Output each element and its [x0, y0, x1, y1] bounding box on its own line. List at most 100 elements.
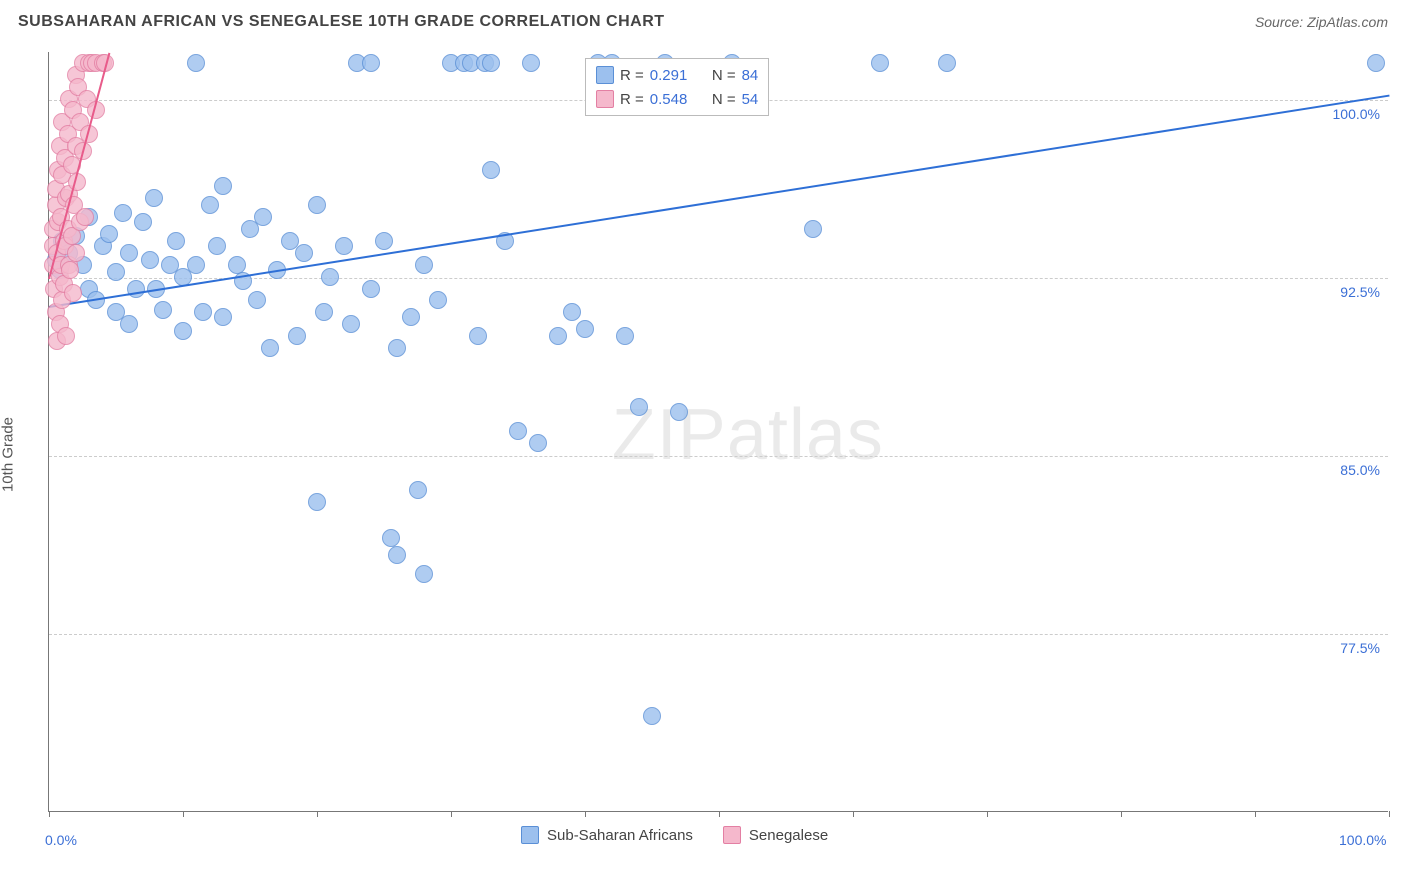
- source-name: ZipAtlas.com: [1307, 14, 1388, 30]
- scatter-point: [57, 327, 75, 345]
- legend-item: Sub-Saharan Africans: [521, 826, 693, 844]
- scatter-point: [429, 291, 447, 309]
- legend-label: Sub-Saharan Africans: [547, 827, 693, 844]
- scatter-point: [167, 232, 185, 250]
- x-tick-label: 0.0%: [45, 832, 77, 848]
- scatter-point: [76, 208, 94, 226]
- legend-label: Senegalese: [749, 827, 828, 844]
- scatter-point: [362, 280, 380, 298]
- scatter-point: [409, 481, 427, 499]
- scatter-point: [321, 268, 339, 286]
- scatter-point: [187, 54, 205, 72]
- x-tick: [317, 811, 318, 817]
- gridline: [49, 634, 1388, 635]
- scatter-point: [469, 327, 487, 345]
- legend-swatch: [596, 90, 614, 108]
- r-label: R =: [620, 91, 644, 108]
- source-prefix: Source:: [1255, 14, 1307, 30]
- x-tick: [853, 811, 854, 817]
- scatter-point: [382, 529, 400, 547]
- legend-swatch: [521, 826, 539, 844]
- x-tick: [1389, 811, 1390, 817]
- x-tick: [987, 811, 988, 817]
- x-tick: [719, 811, 720, 817]
- r-label: R =: [620, 67, 644, 84]
- scatter-point: [670, 403, 688, 421]
- scatter-point: [141, 251, 159, 269]
- scatter-point: [134, 213, 152, 231]
- scatter-plot-area: ZIPatlas 77.5%85.0%92.5%100.0%0.0%100.0%…: [48, 52, 1388, 812]
- scatter-point: [308, 493, 326, 511]
- scatter-point: [120, 244, 138, 262]
- scatter-point: [415, 565, 433, 583]
- scatter-point: [67, 244, 85, 262]
- legend-item: Senegalese: [723, 826, 828, 844]
- scatter-point: [1367, 54, 1385, 72]
- scatter-point: [254, 208, 272, 226]
- scatter-point: [174, 322, 192, 340]
- scatter-point: [563, 303, 581, 321]
- n-value: 54: [742, 91, 759, 108]
- scatter-point: [201, 196, 219, 214]
- trend-line: [49, 95, 1389, 308]
- scatter-point: [576, 320, 594, 338]
- n-label: N =: [712, 91, 736, 108]
- r-value: 0.548: [650, 91, 688, 108]
- x-tick: [1121, 811, 1122, 817]
- scatter-point: [630, 398, 648, 416]
- x-tick: [1255, 811, 1256, 817]
- scatter-point: [402, 308, 420, 326]
- chart-title: SUBSAHARAN AFRICAN VS SENEGALESE 10TH GR…: [18, 13, 665, 31]
- scatter-point: [187, 256, 205, 274]
- x-tick: [585, 811, 586, 817]
- scatter-point: [194, 303, 212, 321]
- scatter-point: [509, 422, 527, 440]
- r-value: 0.291: [650, 67, 688, 84]
- n-value: 84: [742, 67, 759, 84]
- scatter-point: [120, 315, 138, 333]
- scatter-point: [114, 204, 132, 222]
- legend-row: R = 0.291 N = 84: [596, 63, 758, 87]
- scatter-point: [522, 54, 540, 72]
- scatter-point: [388, 339, 406, 357]
- x-tick-label: 100.0%: [1339, 832, 1386, 848]
- scatter-point: [308, 196, 326, 214]
- y-axis-label: 10th Grade: [0, 417, 17, 492]
- scatter-point: [643, 707, 661, 725]
- scatter-point: [415, 256, 433, 274]
- x-tick: [183, 811, 184, 817]
- scatter-point: [938, 54, 956, 72]
- scatter-point: [145, 189, 163, 207]
- scatter-point: [61, 261, 79, 279]
- scatter-point: [208, 237, 226, 255]
- n-label: N =: [712, 67, 736, 84]
- y-tick-label: 85.0%: [1340, 462, 1380, 478]
- source-attribution: Source: ZipAtlas.com: [1255, 14, 1388, 30]
- scatter-point: [616, 327, 634, 345]
- scatter-point: [482, 161, 500, 179]
- y-tick-label: 92.5%: [1340, 284, 1380, 300]
- watermark-thin: atlas: [727, 395, 884, 475]
- scatter-point: [871, 54, 889, 72]
- x-tick: [451, 811, 452, 817]
- scatter-point: [362, 54, 380, 72]
- scatter-point: [214, 308, 232, 326]
- scatter-point: [100, 225, 118, 243]
- scatter-point: [64, 284, 82, 302]
- legend-swatch: [723, 826, 741, 844]
- scatter-point: [107, 263, 125, 281]
- scatter-point: [214, 177, 232, 195]
- legend-swatch: [596, 66, 614, 84]
- series-legend: Sub-Saharan Africans Senegalese: [521, 826, 828, 844]
- scatter-point: [295, 244, 313, 262]
- watermark: ZIPatlas: [612, 394, 884, 476]
- scatter-point: [335, 237, 353, 255]
- scatter-point: [482, 54, 500, 72]
- x-tick: [49, 811, 50, 817]
- scatter-point: [288, 327, 306, 345]
- scatter-point: [248, 291, 266, 309]
- scatter-point: [375, 232, 393, 250]
- scatter-point: [388, 546, 406, 564]
- gridline: [49, 456, 1388, 457]
- scatter-point: [804, 220, 822, 238]
